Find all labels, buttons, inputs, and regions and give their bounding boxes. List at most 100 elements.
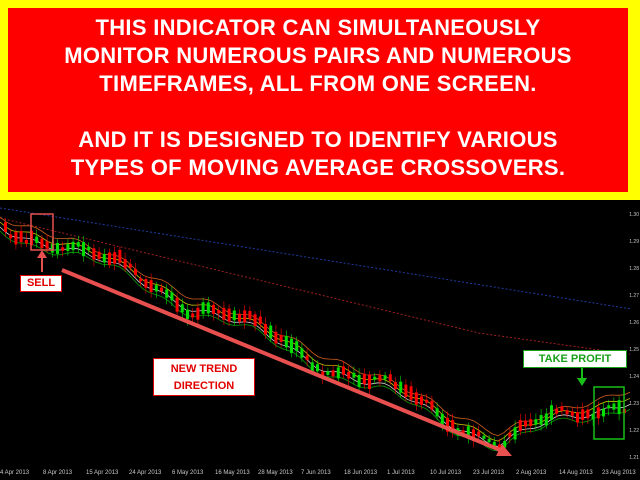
candle-body <box>35 236 39 243</box>
candle-body <box>144 278 148 288</box>
candle-body <box>482 435 486 439</box>
candle-body <box>492 441 496 447</box>
candle-body <box>518 419 522 432</box>
date-tick: 10 Jul 2013 <box>430 470 462 476</box>
candle-body <box>560 406 564 412</box>
candle-body <box>576 412 579 423</box>
price-tick: 1.28 <box>629 266 639 272</box>
candle-body <box>347 371 351 379</box>
candle-body <box>149 280 153 292</box>
candle-body <box>264 323 267 335</box>
candle-body <box>373 376 377 380</box>
date-tick: 7 Jun 2013 <box>301 470 331 476</box>
moving-average-lines <box>0 207 631 452</box>
price-chart-canvas <box>0 207 631 456</box>
candle-body <box>383 375 387 380</box>
candle-body <box>201 302 205 314</box>
date-tick: 2 Aug 2013 <box>516 470 547 476</box>
price-tick: 1.30 <box>629 212 639 218</box>
price-tick: 1.23 <box>629 401 639 407</box>
date-tick: 8 Apr 2013 <box>43 470 73 476</box>
candle-body <box>66 244 70 252</box>
candle-body <box>378 375 382 382</box>
candle-body <box>362 373 366 385</box>
candle-body <box>175 297 179 312</box>
candle-body <box>19 231 23 243</box>
candle-body <box>420 396 423 405</box>
trend-label-line-1: NEW TREND <box>170 363 238 375</box>
candle-body <box>607 405 611 409</box>
date-tick: 16 May 2013 <box>215 470 250 476</box>
candle-body <box>326 371 330 375</box>
trend-arrow <box>61 268 506 454</box>
candle-body <box>602 408 605 417</box>
headline-line-3: TIMEFRAMES, ALL FROM ONE SCREEN. <box>99 71 537 96</box>
candle-body <box>316 364 319 372</box>
candle-body <box>368 374 371 390</box>
date-tick: 6 May 2013 <box>172 470 204 476</box>
candle-body <box>451 420 455 433</box>
candle-body <box>128 263 132 268</box>
candle-body <box>118 249 122 263</box>
date-tick: 23 Jul 2013 <box>473 470 505 476</box>
candle-body <box>269 325 273 339</box>
candle-body <box>414 392 418 405</box>
candle-body <box>4 222 7 232</box>
candle-body <box>134 269 137 275</box>
date-tick: 23 Aug 2013 <box>602 470 636 476</box>
candle-body <box>253 314 257 327</box>
date-tick: 28 May 2013 <box>258 470 293 476</box>
candle-body <box>123 258 127 269</box>
candle-body <box>113 252 117 264</box>
candle-body <box>310 362 314 371</box>
price-tick: 1.24 <box>629 374 639 380</box>
price-tick: 1.22 <box>629 428 639 434</box>
candle-body <box>102 254 106 263</box>
annotations <box>30 213 625 456</box>
candle-body <box>165 289 169 298</box>
promo-banner-inner: THIS INDICATOR CAN SIMULTANEOUSLY MONITO… <box>8 8 628 192</box>
candle-body <box>513 427 517 440</box>
headline-line-5-prefix: TYPES OF <box>70 155 189 180</box>
candle-body <box>440 413 444 427</box>
candle-body <box>399 381 403 393</box>
candle-body <box>196 307 200 320</box>
candle-body <box>71 241 75 251</box>
candle-body <box>40 238 44 249</box>
candle-body <box>92 248 96 260</box>
price-axis: 1.30 1.29 1.28 1.27 1.26 1.25 1.24 1.23 1.22 1.21 <box>628 204 640 470</box>
price-chart <box>0 200 640 480</box>
sell-arrow-head <box>37 250 47 258</box>
candle-body <box>565 410 569 415</box>
candle-body <box>570 411 574 416</box>
candle-body <box>461 430 465 435</box>
candle-body <box>550 405 553 421</box>
candle-body <box>617 400 621 415</box>
candle-body <box>9 234 13 239</box>
trend-arrow-head <box>496 444 512 456</box>
candle-body <box>212 304 215 315</box>
candle-body <box>539 415 543 425</box>
candle-body <box>290 338 293 354</box>
candle-body <box>191 313 195 318</box>
candle-body <box>248 310 252 319</box>
price-tick: 1.27 <box>629 293 639 299</box>
candle-body <box>612 403 616 410</box>
candle-body <box>534 419 538 425</box>
candle-body <box>435 408 439 417</box>
candle-body <box>206 302 210 314</box>
candle-body <box>227 308 231 322</box>
candle-body <box>555 408 559 414</box>
take-profit-label: TAKE PROFIT <box>523 350 627 368</box>
candle-body <box>170 292 174 301</box>
candle-body <box>139 278 143 282</box>
candle-body <box>284 335 288 348</box>
candle-body <box>487 438 491 443</box>
candle-body <box>466 426 470 437</box>
candle-body <box>498 444 501 448</box>
candle-body <box>82 242 85 257</box>
headline-line-5-highlight: MOVING AVERAGE CROSSOVERS. <box>188 155 566 180</box>
candle-body <box>232 310 236 321</box>
candle-body <box>160 287 163 292</box>
candle-body <box>97 251 101 260</box>
